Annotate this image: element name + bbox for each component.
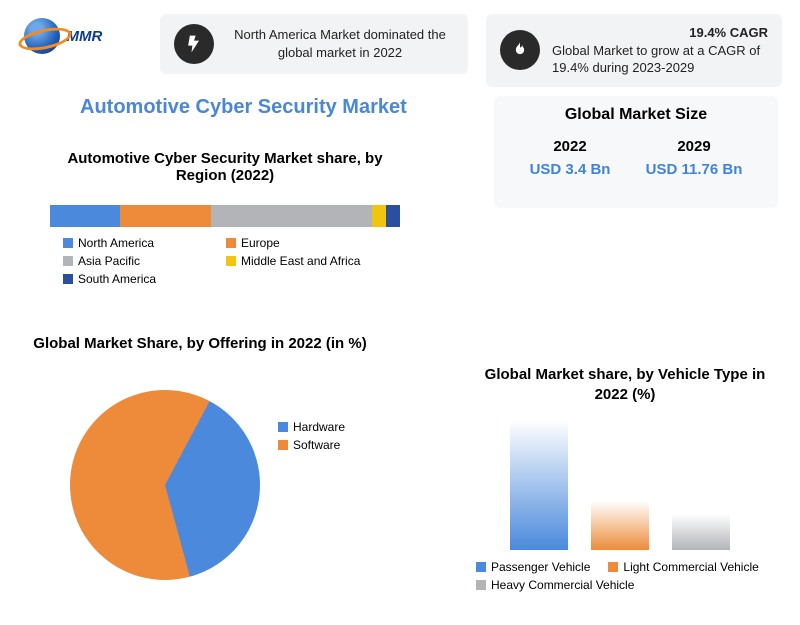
legend-label: Passenger Vehicle <box>491 560 590 574</box>
legend-item: Passenger Vehicle <box>476 560 590 574</box>
legend-label: Europe <box>241 236 280 250</box>
bolt-icon <box>174 24 214 64</box>
info-card-text: North America Market dominated the globa… <box>226 26 454 61</box>
legend-item: Software <box>278 438 390 452</box>
vehicle-bar <box>672 514 730 550</box>
legend-label: Software <box>293 438 340 452</box>
flame-icon <box>500 30 540 70</box>
region-segment <box>211 205 372 227</box>
global-market-size-panel: Global Market Size 2022 USD 3.4 Bn 2029 … <box>494 96 778 208</box>
legend-item: Middle East and Africa <box>226 254 371 268</box>
legend-swatch <box>63 274 73 284</box>
legend-swatch <box>608 562 618 572</box>
region-legend: North America Europe Asia Pacific Middle Ea… <box>63 236 393 290</box>
info-card-cagr: 19.4% CAGR Global Market to grow at a CA… <box>486 14 782 87</box>
vehicle-chart-title: Global Market share, by Vehicle Type in … <box>480 365 770 406</box>
gms-year: 2022 <box>530 138 611 155</box>
legend-swatch <box>476 562 486 572</box>
mmr-logo: MMR <box>24 18 104 54</box>
vehicle-bar <box>591 501 649 550</box>
region-stacked-bar <box>50 205 400 227</box>
legend-swatch <box>226 238 236 248</box>
region-segment <box>50 205 120 227</box>
legend-label: Hardware <box>293 420 345 434</box>
cagr-tagline: 19.4% CAGR <box>552 24 768 42</box>
legend-label: North America <box>78 236 154 250</box>
gms-year: 2029 <box>646 138 743 155</box>
vehicle-bar-chart <box>490 420 750 550</box>
globe-icon <box>24 18 60 54</box>
pie-legend: Hardware Software <box>278 420 408 456</box>
gms-value: USD 3.4 Bn <box>530 161 611 178</box>
region-segment <box>386 205 400 227</box>
region-chart-title: Automotive Cyber Security Market share, … <box>40 150 410 184</box>
legend-item: Light Commercial Vehicle <box>608 560 758 574</box>
legend-item: North America <box>63 236 208 250</box>
legend-item: South America <box>63 272 208 286</box>
gms-col-2029: 2029 USD 11.76 Bn <box>646 138 743 178</box>
pie-chart-title: Global Market Share, by Offering in 2022… <box>30 335 370 352</box>
vehicle-legend: Passenger Vehicle Light Commercial Vehicl… <box>476 560 786 596</box>
gms-value: USD 11.76 Bn <box>646 161 743 178</box>
region-segment <box>372 205 386 227</box>
page-title: Automotive Cyber Security Market <box>80 96 407 119</box>
info-card-north-america: North America Market dominated the globa… <box>160 14 468 74</box>
vehicle-bar <box>510 420 568 550</box>
gms-col-2022: 2022 USD 3.4 Bn <box>530 138 611 178</box>
legend-item: Asia Pacific <box>63 254 208 268</box>
logo-text: MMR <box>66 28 102 45</box>
region-segment <box>120 205 211 227</box>
legend-label: Heavy Commercial Vehicle <box>491 578 634 592</box>
legend-swatch <box>63 256 73 266</box>
legend-item: Europe <box>226 236 371 250</box>
legend-label: Middle East and Africa <box>241 254 360 268</box>
cagr-text: Global Market to grow at a CAGR of 19.4%… <box>552 42 768 77</box>
legend-item: Hardware <box>278 420 390 434</box>
legend-label: Asia Pacific <box>78 254 140 268</box>
gms-heading: Global Market Size <box>512 106 760 124</box>
legend-item: Heavy Commercial Vehicle <box>476 578 634 592</box>
legend-label: South America <box>78 272 156 286</box>
info-card-text: 19.4% CAGR Global Market to grow at a CA… <box>552 24 768 77</box>
offering-pie-chart <box>70 390 260 580</box>
legend-swatch <box>476 580 486 590</box>
legend-swatch <box>63 238 73 248</box>
legend-label: Light Commercial Vehicle <box>623 560 758 574</box>
legend-swatch <box>278 422 288 432</box>
legend-swatch <box>226 256 236 266</box>
legend-swatch <box>278 440 288 450</box>
